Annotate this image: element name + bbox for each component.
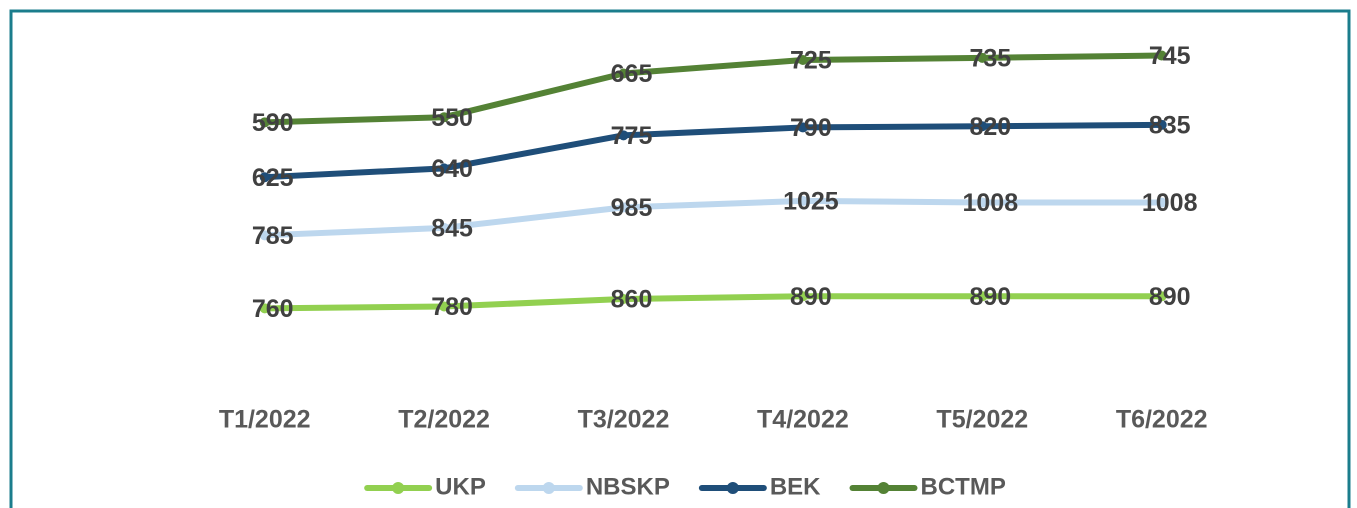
point-marker	[797, 55, 808, 66]
point-marker	[1156, 197, 1167, 208]
data-label: 890	[790, 283, 832, 311]
data-label: 1025	[783, 188, 839, 216]
legend-marker	[877, 482, 890, 494]
data-label: 665	[611, 60, 653, 88]
point-marker	[977, 52, 988, 63]
point-marker	[618, 294, 629, 305]
legend-label: BCTMP	[921, 473, 1006, 500]
point-marker	[977, 291, 988, 302]
frame	[9, 9, 1351, 508]
legend-item: NBSKP	[514, 473, 670, 500]
point-marker	[439, 112, 450, 123]
data-label: 745	[1149, 42, 1191, 70]
data-label: 550	[431, 104, 473, 132]
x-tick-label: T4/2022	[757, 406, 849, 434]
point-marker	[797, 195, 808, 206]
x-tick-label: T2/2022	[398, 406, 490, 434]
point-marker	[977, 121, 988, 132]
point-marker	[259, 303, 270, 314]
data-label: 790	[790, 114, 832, 142]
x-tick-label: T5/2022	[936, 406, 1028, 434]
legend-item: BCTMP	[849, 473, 1006, 500]
data-label: 625	[252, 164, 294, 192]
legend-label: UKP	[435, 473, 486, 500]
point-marker	[618, 202, 629, 213]
point-marker	[1156, 50, 1167, 61]
point-marker	[439, 222, 450, 233]
data-label: 760	[252, 295, 294, 323]
data-label: 785	[252, 222, 294, 250]
point-marker	[439, 163, 450, 174]
point-marker	[797, 122, 808, 133]
data-label: 735	[969, 44, 1011, 72]
data-label: 1008	[1142, 189, 1198, 217]
data-label: 590	[252, 109, 294, 137]
data-label: 820	[969, 113, 1011, 141]
series-line	[261, 121, 1165, 181]
data-label: 775	[611, 122, 653, 150]
legend-item: UKP	[364, 473, 486, 500]
point-marker	[1156, 291, 1167, 302]
point-marker	[259, 172, 270, 183]
x-tick-label: T3/2022	[578, 406, 670, 434]
point-marker	[797, 291, 808, 302]
legend-label: BEK	[770, 473, 821, 500]
point-marker	[618, 130, 629, 141]
legend-marker	[726, 482, 739, 494]
data-label: 860	[611, 286, 653, 314]
point-marker	[439, 301, 450, 312]
series-line	[261, 197, 1165, 239]
data-label: 725	[790, 47, 832, 75]
data-label: 640	[431, 155, 473, 183]
series-line	[261, 52, 1165, 126]
point-marker	[259, 230, 270, 241]
data-label: 890	[1149, 283, 1191, 311]
data-label: 780	[431, 293, 473, 321]
data-label: 985	[611, 194, 653, 222]
data-label: 1008	[962, 189, 1018, 217]
point-marker	[259, 117, 270, 128]
legend-item: BEK	[698, 473, 821, 500]
legend-marker	[542, 482, 555, 494]
point-marker	[977, 197, 988, 208]
data-label: 845	[431, 214, 473, 242]
series-line	[261, 293, 1165, 312]
legend-label: NBSKP	[586, 473, 670, 500]
x-tick-label: T6/2022	[1116, 406, 1208, 434]
point-marker	[618, 68, 629, 79]
x-tick-label: T1/2022	[219, 406, 311, 434]
point-marker	[1156, 119, 1167, 130]
legend-marker	[392, 482, 405, 494]
data-label: 835	[1149, 111, 1191, 139]
data-label: 890	[969, 283, 1011, 311]
